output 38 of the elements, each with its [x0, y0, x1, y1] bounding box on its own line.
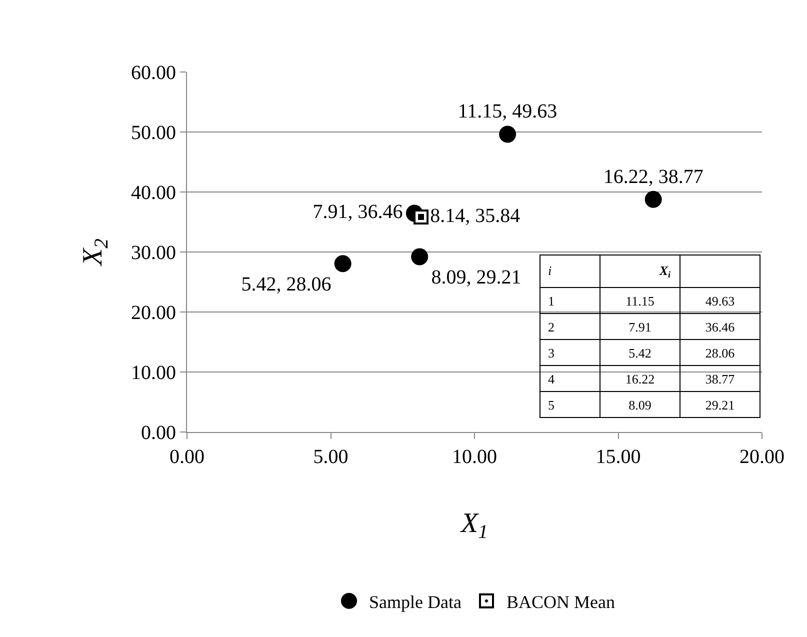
- annotation: 28.06: [705, 345, 736, 360]
- annotation: 3: [548, 345, 555, 360]
- y-tick-label: 60.00: [131, 62, 176, 84]
- legend-label: BACON Mean: [506, 592, 615, 612]
- x-axis-title: X$_{1}$: [460, 508, 488, 543]
- y-tick-label: 30.00: [131, 242, 176, 264]
- x-tick-label: 0.00: [170, 446, 204, 468]
- x-tick-label: 15.00: [596, 446, 641, 468]
- annotation: 5: [548, 397, 555, 412]
- annotation: 29.21: [705, 397, 735, 412]
- annotation: 1: [548, 293, 555, 308]
- y-tick-label: 50.00: [131, 122, 176, 144]
- y-tick-label: 40.00: [131, 182, 176, 204]
- data-label: 8.09, 29.21: [431, 266, 522, 288]
- annotation: 4: [548, 371, 556, 386]
- annotation: 36.46: [705, 319, 736, 334]
- data-label: 11.15, 49.63: [458, 100, 558, 123]
- annotation: 2: [548, 319, 555, 334]
- y-tick-label: 20.00: [131, 302, 176, 324]
- annotation: 16.22: [625, 371, 655, 386]
- annotation: 7.91: [628, 319, 652, 334]
- data-label: 7.91, 36.46: [312, 201, 403, 224]
- x-tick-label: 5.00: [313, 446, 348, 468]
- data-label: 8.14, 35.84: [430, 204, 520, 227]
- y-tick-label: 0.00: [141, 422, 176, 444]
- annotation: 11.15: [626, 293, 654, 308]
- x-tick-label: 10.00: [452, 446, 497, 468]
- data-label: 5.42, 28.06: [241, 273, 332, 296]
- annotation: 38.77: [705, 371, 736, 386]
- y-tick-label: 10.00: [131, 362, 176, 384]
- data-label: 16.22, 38.77: [603, 166, 704, 188]
- annotation: i: [548, 262, 552, 278]
- annotation: 49.63: [705, 293, 735, 308]
- annotation: X$_{i}$: [658, 262, 672, 280]
- annotation: 8.09: [628, 397, 652, 412]
- x-tick-label: 20.00: [740, 446, 784, 468]
- legend-label: Sample Data: [369, 592, 462, 612]
- annotation: 5.42: [628, 345, 652, 360]
